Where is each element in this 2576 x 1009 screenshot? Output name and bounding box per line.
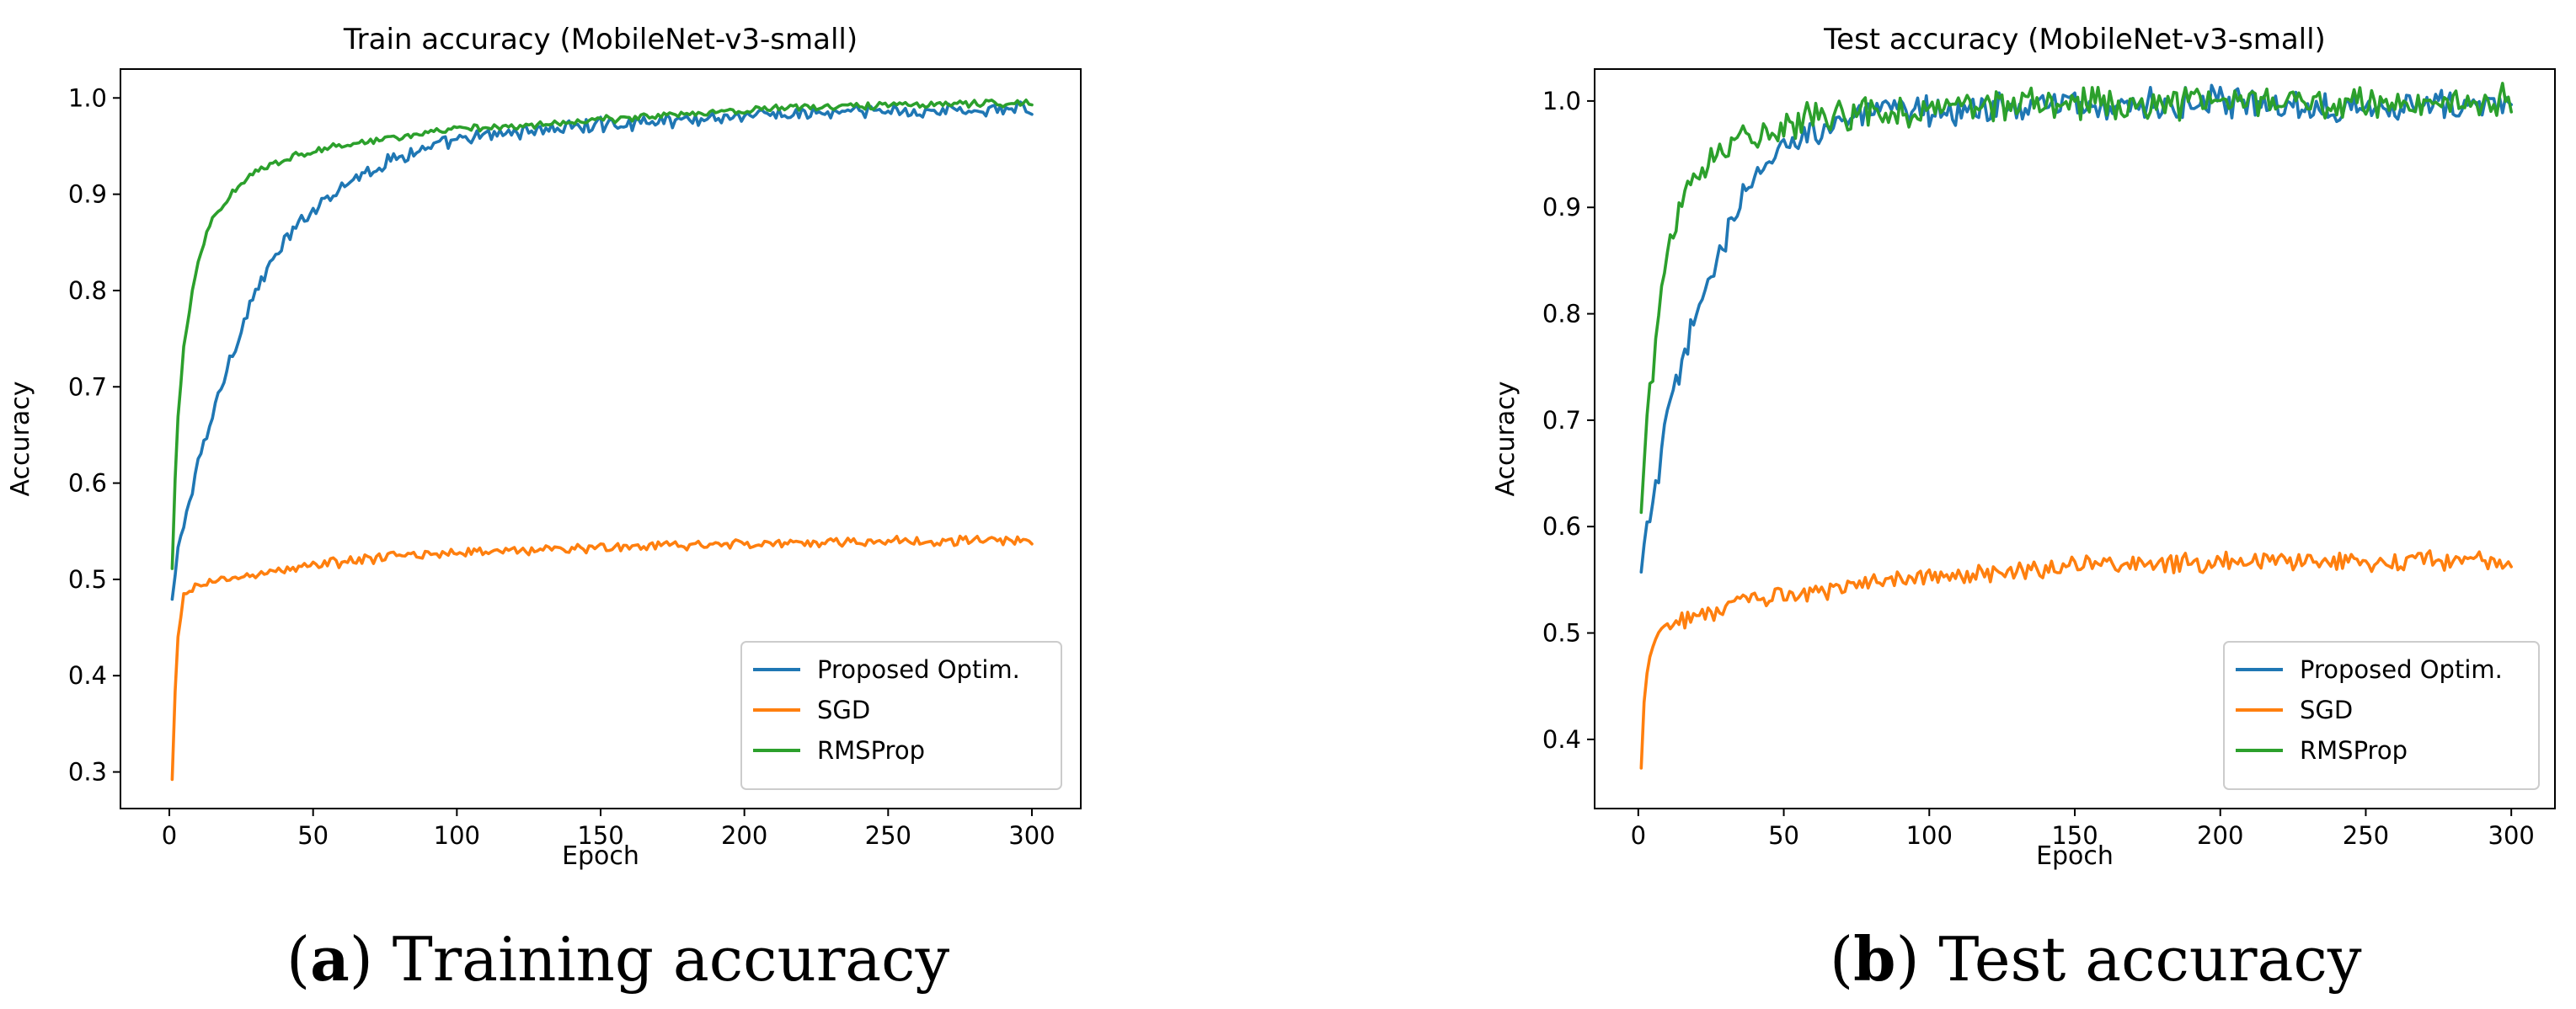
x-tick-label: 50 bbox=[1768, 821, 1799, 850]
y-tick-label: 0.5 bbox=[68, 565, 107, 594]
y-tick-label: 0.9 bbox=[1542, 193, 1581, 222]
y-tick-label: 0.6 bbox=[1542, 512, 1581, 541]
chart-panel-train: Train accuracy (MobileNet-v3-small) 0 50 10… bbox=[6, 23, 1082, 995]
y-tick-label: 0.9 bbox=[68, 180, 107, 209]
y-tick-label: 0.4 bbox=[68, 661, 107, 690]
chart-panel-test: Test accuracy (MobileNet-v3-small) 0 50 100… bbox=[1491, 23, 2556, 995]
series-line-proposed-optim bbox=[1639, 83, 2513, 574]
x-tick-label: 100 bbox=[434, 821, 480, 850]
chart-title: Train accuracy (MobileNet-v3-small) bbox=[343, 23, 858, 56]
series-line-sgd bbox=[1639, 549, 2513, 770]
y-tick-label: 0.4 bbox=[1542, 725, 1581, 754]
x-axis-label: Epoch bbox=[562, 841, 639, 871]
y-axis-label: Accuracy bbox=[1491, 382, 1520, 497]
x-tick-label: 200 bbox=[2197, 821, 2243, 850]
x-tick-label: 150 bbox=[577, 821, 623, 850]
y-tick-label: 0.5 bbox=[1542, 619, 1581, 648]
series-line-rmsprop bbox=[170, 99, 1034, 570]
x-tick-label: 200 bbox=[721, 821, 767, 850]
legend: Proposed Optim. SGD RMSProp bbox=[2223, 641, 2540, 790]
legend-label-sgd: SGD bbox=[2300, 696, 2353, 724]
x-tick-label: 150 bbox=[2051, 821, 2098, 850]
y-tick-label: 0.6 bbox=[68, 469, 107, 498]
x-tick-label: 300 bbox=[2488, 821, 2535, 850]
x-tick-label: 250 bbox=[865, 821, 911, 850]
x-tick-label: 300 bbox=[1008, 821, 1055, 850]
panel-caption-letter: b bbox=[1853, 923, 1895, 995]
chart-title: Test accuracy (MobileNet-v3-small) bbox=[1823, 23, 2326, 56]
legend-label-sgd: SGD bbox=[817, 696, 870, 724]
legend-label-proposed-optim: Proposed Optim. bbox=[817, 655, 1020, 684]
y-tick-label: 0.3 bbox=[68, 758, 107, 787]
legend-label-proposed-optim: Proposed Optim. bbox=[2300, 655, 2503, 684]
x-tick-label: 0 bbox=[162, 821, 177, 850]
y-tick-label: 0.7 bbox=[68, 372, 107, 401]
series-line-proposed-optim bbox=[170, 100, 1034, 601]
x-axis-label: Epoch bbox=[2036, 841, 2114, 871]
y-tick-label: 0.8 bbox=[1542, 300, 1581, 328]
y-axis-label: Accuracy bbox=[6, 382, 35, 497]
y-tick-label: 0.8 bbox=[68, 276, 107, 305]
legend: Proposed Optim. SGD RMSProp bbox=[740, 641, 1062, 790]
plot-frame bbox=[1594, 68, 2556, 809]
legend-box bbox=[2223, 641, 2540, 790]
x-tick-label: 0 bbox=[1631, 821, 1646, 850]
panel-caption: (b) Test accuracy bbox=[1830, 923, 2362, 995]
legend-box bbox=[740, 641, 1062, 790]
panel-caption: (a) Training accuracy bbox=[286, 923, 949, 995]
y-tick-label: 1.0 bbox=[68, 83, 107, 112]
y-tick-label: 1.0 bbox=[1542, 87, 1581, 115]
x-tick-label: 250 bbox=[2343, 821, 2389, 850]
y-tick-label: 0.7 bbox=[1542, 406, 1581, 435]
series-line-rmsprop bbox=[1639, 82, 2513, 515]
x-tick-label: 50 bbox=[297, 821, 329, 850]
legend-label-rmsprop: RMSProp bbox=[817, 736, 925, 765]
panel-caption-letter: a bbox=[310, 923, 350, 995]
x-tick-label: 100 bbox=[1906, 821, 1953, 850]
plot-frame bbox=[120, 68, 1082, 809]
series-line-sgd bbox=[170, 534, 1034, 782]
legend-label-rmsprop: RMSProp bbox=[2300, 736, 2408, 765]
